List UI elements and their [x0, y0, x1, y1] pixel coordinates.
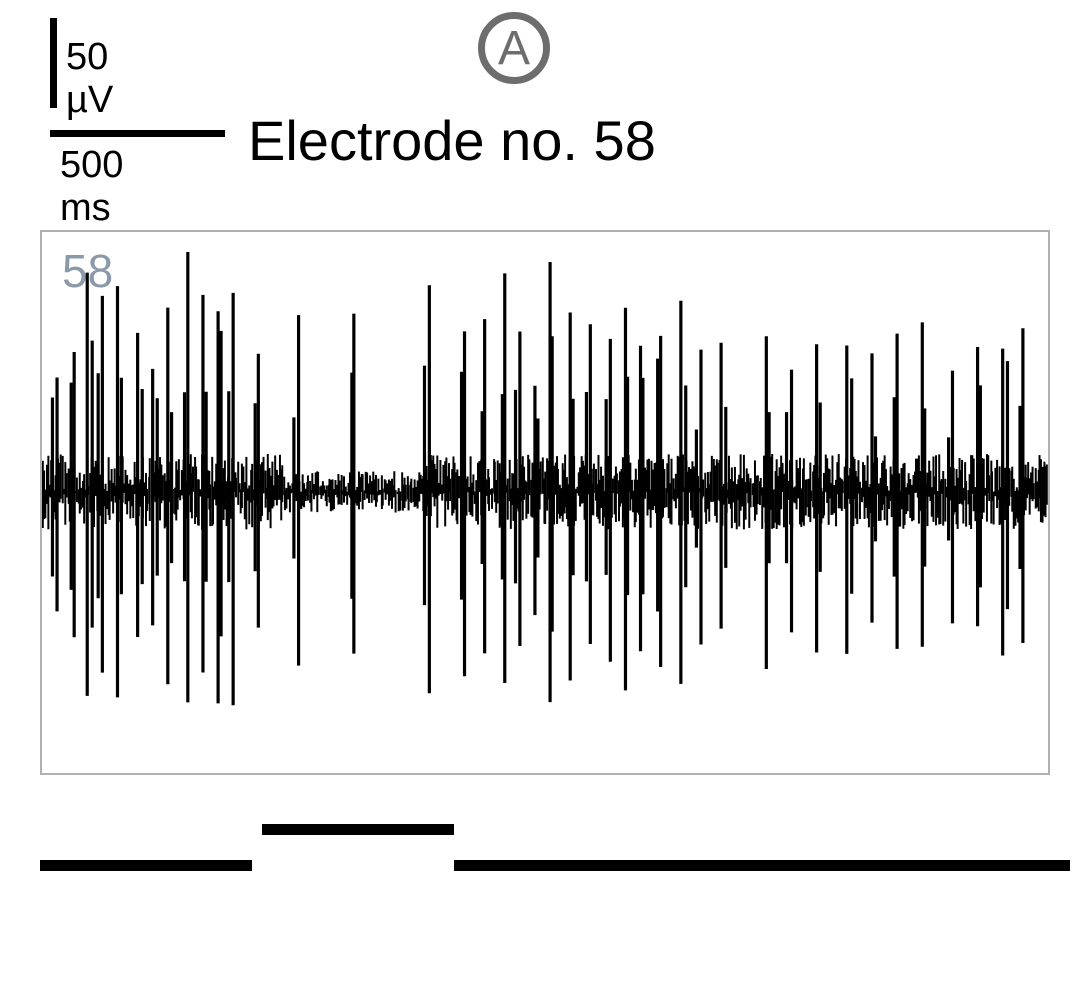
scale-y-label: 50 µV	[66, 36, 113, 122]
panel-label: A	[498, 21, 530, 76]
stimulus-segment	[262, 824, 454, 835]
scale-x-label: 500 ms	[60, 144, 123, 230]
figure-title: Electrode no. 58	[248, 108, 656, 173]
stimulus-bars	[40, 810, 1050, 890]
panel-badge: A	[478, 12, 550, 84]
trace-panel: 58	[40, 230, 1050, 775]
signal-trace	[42, 232, 1048, 773]
scale-x-bar	[50, 130, 225, 137]
stimulus-segment	[454, 860, 1070, 871]
scale-y-bar	[50, 18, 57, 108]
stimulus-segment	[40, 860, 252, 871]
